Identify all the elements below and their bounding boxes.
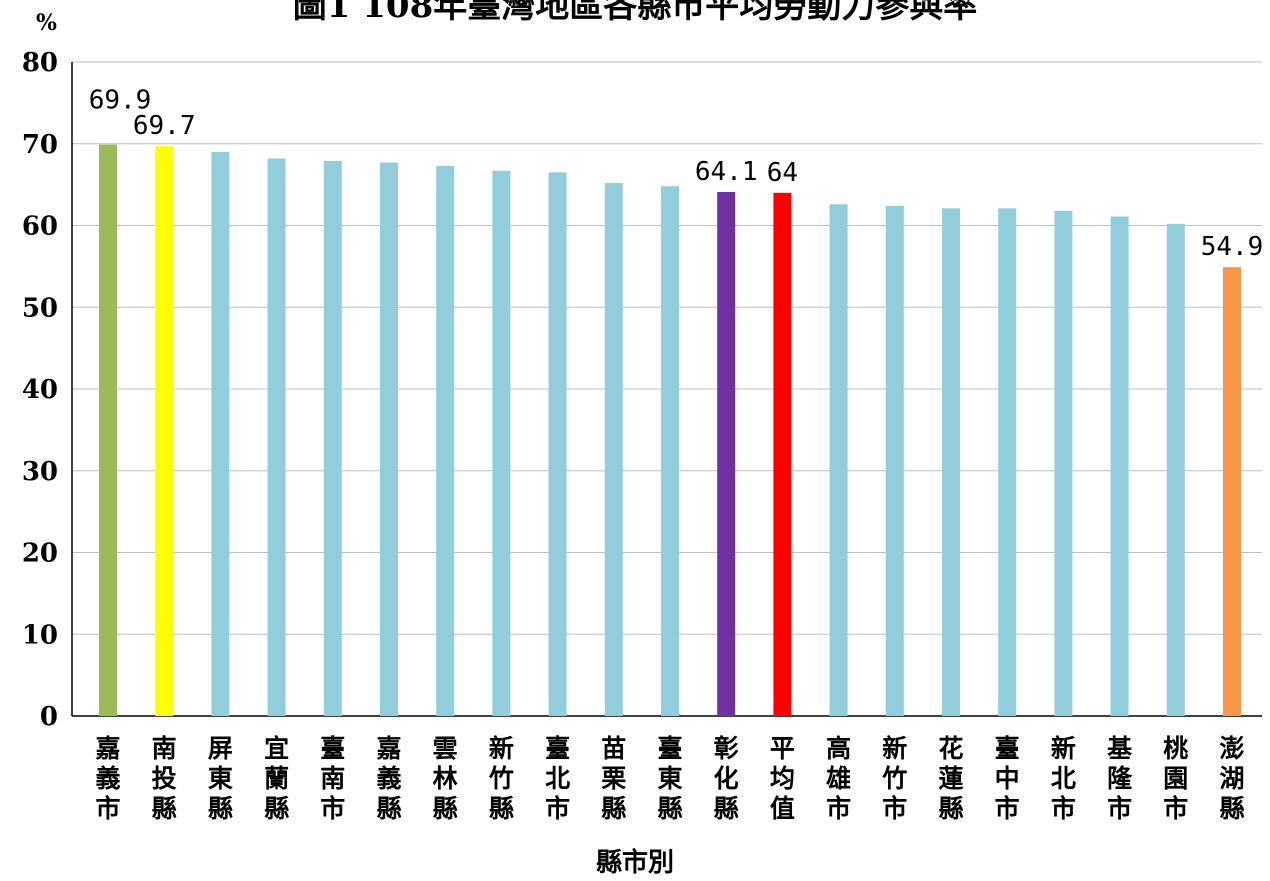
bar (548, 172, 567, 717)
data-label: 64.1 (695, 157, 758, 187)
bar (773, 192, 792, 717)
x-tick-label: 桃園市 (1163, 734, 1189, 823)
x-tick-label: 臺東縣 (657, 734, 683, 823)
bar (492, 170, 511, 717)
bar (1054, 210, 1073, 716)
y-tick-label: 0 (40, 702, 58, 732)
x-tick-label: 嘉義市 (95, 734, 121, 823)
bar (211, 151, 230, 717)
bar (155, 146, 174, 716)
bar (604, 182, 623, 717)
bar (1223, 267, 1241, 716)
x-tick-label: 宜蘭縣 (264, 734, 290, 823)
x-tick-label: 嘉義縣 (376, 734, 402, 823)
bar (323, 160, 342, 717)
bar (885, 205, 904, 716)
bar (99, 144, 117, 716)
data-label: 54.9 (1201, 232, 1264, 262)
x-tick-label: 新竹縣 (488, 734, 514, 823)
x-tick-label: 花蓮縣 (938, 734, 964, 823)
bar (717, 191, 736, 717)
bar (998, 208, 1017, 716)
data-label: 69.9 (89, 86, 152, 116)
y-tick-label: 70 (22, 130, 58, 160)
y-tick-label: 20 (22, 539, 58, 569)
x-axis-title: 縣市別 (595, 848, 674, 878)
x-tick-label: 新竹市 (882, 734, 908, 823)
y-tick-label: 60 (22, 212, 58, 242)
x-tick-label: 基隆市 (1107, 734, 1133, 823)
x-tick-label: 雲林縣 (432, 734, 458, 823)
bar (829, 204, 848, 716)
y-tick-label: 40 (22, 375, 58, 405)
bar (661, 186, 679, 716)
data-label: 69.7 (133, 111, 196, 141)
x-tick-label: 臺北市 (545, 734, 571, 823)
x-tick-label: 澎湖縣 (1219, 734, 1245, 823)
data-label: 64 (767, 158, 798, 188)
y-tick-label: 10 (22, 620, 58, 650)
x-tick-label: 苗栗縣 (601, 734, 627, 823)
y-tick-label: 50 (22, 293, 58, 323)
x-tick-label: 彰化縣 (713, 734, 739, 823)
bar (942, 208, 960, 716)
x-tick-label: 平均值 (769, 734, 795, 823)
x-tick-label: 新北市 (1050, 734, 1076, 823)
bar (1110, 216, 1129, 716)
x-tick-label: 臺南市 (320, 734, 346, 823)
bar (267, 158, 286, 717)
chart-title: 圖1 108年臺灣地區各縣市平均勞動力參與率 (292, 0, 978, 26)
x-tick-label: 臺中市 (994, 734, 1020, 823)
y-axis-unit: % (36, 10, 57, 36)
x-tick-label: 屏東縣 (207, 734, 233, 823)
x-tick-label: 高雄市 (826, 734, 852, 823)
bar (436, 165, 455, 716)
bar (1166, 223, 1185, 717)
bar (380, 162, 398, 717)
y-tick-label: 30 (22, 457, 58, 487)
x-tick-label: 南投縣 (151, 734, 177, 823)
y-tick-label: 80 (22, 48, 58, 78)
